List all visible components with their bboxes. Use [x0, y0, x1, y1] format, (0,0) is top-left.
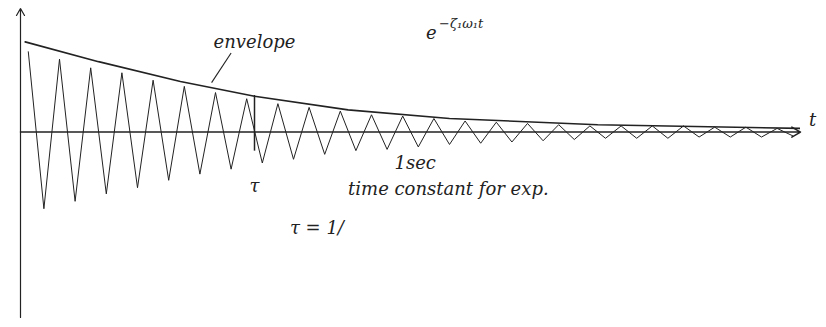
svg-text:e: e: [426, 22, 437, 43]
svg-text:−ζ₁ω₁t: −ζ₁ω₁t: [439, 16, 484, 31]
svg-text:τ: τ: [250, 175, 261, 196]
svg-text:envelope: envelope: [214, 31, 296, 52]
svg-text:t: t: [809, 109, 817, 130]
svg-text:time constant for exp.: time constant for exp.: [348, 178, 549, 199]
svg-text:1sec: 1sec: [394, 152, 435, 173]
svg-text:τ = 1/: τ = 1/: [290, 217, 346, 238]
